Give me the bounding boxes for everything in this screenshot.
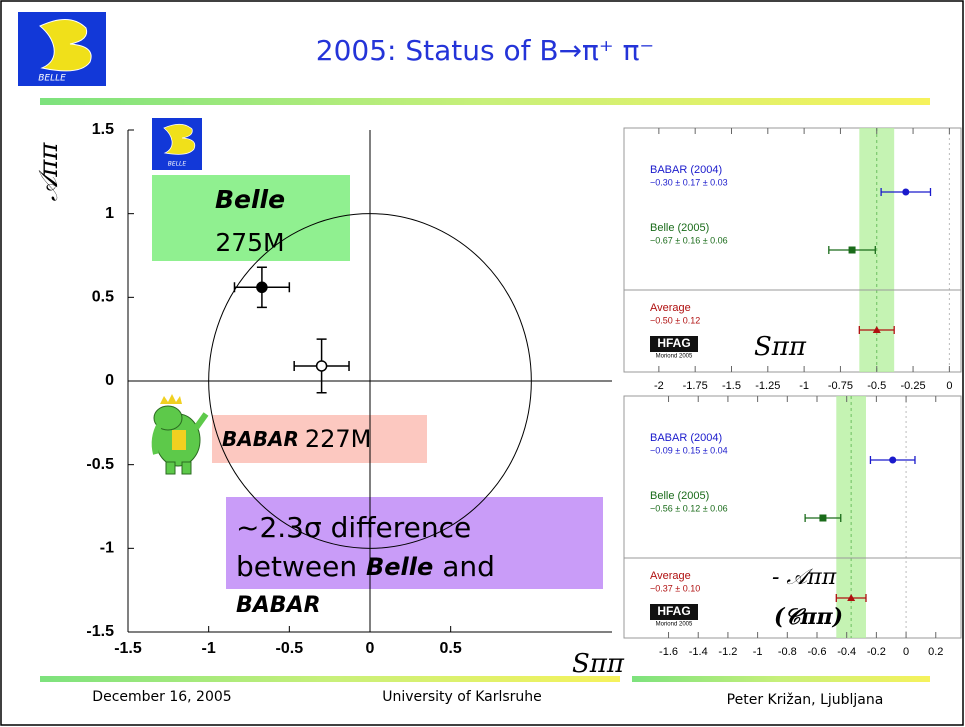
footer-author: Peter Križan, Ljubljana <box>727 692 884 708</box>
entry-name: Average <box>650 302 691 314</box>
point <box>315 360 328 372</box>
x-tick-label: -1.25 <box>755 380 780 392</box>
entry-value: −0.30 ± 0.17 ± 0.03 <box>650 177 728 187</box>
x-tick-label: 0.2 <box>928 646 943 658</box>
annotation-box <box>152 175 350 261</box>
annotation-line: BABAR <box>236 593 321 618</box>
point <box>819 514 827 522</box>
unit-circle <box>208 213 532 549</box>
point <box>872 326 881 333</box>
entry-value: −0.56 ± 0.12 ± 0.06 <box>650 503 728 513</box>
footer-rule <box>40 676 620 682</box>
x-tick-label: -0.4 <box>837 646 856 658</box>
y-tick-label: -1.5 <box>86 623 114 640</box>
x-axis-label: - 𝒜ππ <box>772 565 837 590</box>
badge: HFAG <box>657 604 690 618</box>
badge-box <box>650 336 698 352</box>
entry-name: Average <box>650 570 691 582</box>
footer-rule <box>632 676 930 682</box>
y-tick-label: 0 <box>105 372 114 389</box>
point <box>889 456 897 464</box>
x-tick-label: -1.4 <box>689 646 708 658</box>
badge-sub: Moriond 2005 <box>656 622 693 628</box>
x-tick-label: -0.2 <box>867 646 886 658</box>
belle-logo: BELLE <box>152 118 202 170</box>
annotation-word: Belle <box>366 553 433 581</box>
annotation-word: and <box>433 550 495 583</box>
x-tick-label: -1 <box>799 380 809 392</box>
x-tick-label: -1.2 <box>718 646 737 658</box>
x-axis-label: Sππ <box>754 332 807 362</box>
entry-name: BABAR (2004) <box>650 164 722 176</box>
x-tick-label: -0.6 <box>808 646 827 658</box>
x-tick-label: -0.5 <box>276 640 304 657</box>
y-tick-label: 1 <box>105 205 114 222</box>
babar-elephant <box>151 394 209 475</box>
x-tick-label: -1.75 <box>683 380 708 392</box>
annotation-note: 275M <box>215 228 284 257</box>
badge-sub: Moriond 2005 <box>656 354 693 360</box>
panel-frame <box>623 127 962 373</box>
y-tick-label: -1 <box>100 540 114 557</box>
x-tick-label: -1.6 <box>659 646 678 658</box>
y-tick-label: 1.5 <box>92 121 114 138</box>
x-tick-label: -0.75 <box>828 380 853 392</box>
footer-date: December 16, 2005 <box>92 689 231 705</box>
entry-name: Belle (2005) <box>650 490 709 502</box>
x-tick-label: 0 <box>903 646 909 658</box>
annotation-box <box>212 415 427 463</box>
entry-value: −0.67 ± 0.16 ± 0.06 <box>650 235 728 245</box>
entry-name: BABAR (2004) <box>650 432 722 444</box>
point <box>848 246 856 254</box>
x-tick-label: -0.8 <box>778 646 797 658</box>
y-tick-label: 0.5 <box>92 289 114 306</box>
x-tick-label: 0.5 <box>440 640 462 657</box>
annotation-word: between <box>236 550 366 583</box>
x-tick-label: -1.5 <box>722 380 741 392</box>
annotation-text: BABAR 227M <box>222 425 371 453</box>
badge: HFAG <box>657 336 690 350</box>
annotation-note: 227M <box>305 425 372 453</box>
header-rule <box>40 98 930 105</box>
x-axis-label: (𝒞ππ) <box>774 604 843 630</box>
x-tick-label: 0 <box>366 640 375 657</box>
logo-text: BELLE <box>38 74 66 84</box>
point <box>256 281 268 294</box>
y-axis-label: 𝒜ππ <box>34 142 64 202</box>
badge-box <box>650 604 698 620</box>
x-tick-label: -1 <box>202 640 216 657</box>
y-tick-label: -0.5 <box>86 456 114 473</box>
annotation-label: BABAR <box>222 427 299 451</box>
x-tick-label: -1.5 <box>114 640 142 657</box>
slide-title: 2005: Status of B→π⁺ π⁻ <box>316 34 654 67</box>
logo-text: BELLE <box>168 161 187 168</box>
x-tick-label: 0 <box>946 380 952 392</box>
point <box>902 188 910 196</box>
entry-name: Belle (2005) <box>650 222 709 234</box>
entry-value: −0.09 ± 0.15 ± 0.04 <box>650 445 728 455</box>
annotation-babar: BABAR 227M <box>212 415 427 463</box>
point <box>847 594 856 601</box>
annotation-label: Belle <box>215 185 285 214</box>
logo: BELLE <box>18 12 106 86</box>
x-tick-label: -0.5 <box>867 380 886 392</box>
x-tick-label: -1 <box>753 646 763 658</box>
x-axis-label: Sππ <box>572 649 625 679</box>
entry-value: −0.50 ± 0.12 <box>650 315 700 325</box>
panel-frame <box>623 395 962 639</box>
x-tick-label: -0.25 <box>901 380 926 392</box>
footer-venue: University of Karlsruhe <box>382 689 542 705</box>
entry-value: −0.37 ± 0.10 <box>650 583 700 593</box>
annotation-line: between Belle and <box>236 550 495 583</box>
annotation-box <box>226 497 603 589</box>
annotation-belle: Belle 275M <box>152 175 350 261</box>
annotation-line: ~2.3σ difference <box>236 511 471 544</box>
x-tick-label: -2 <box>654 380 664 392</box>
